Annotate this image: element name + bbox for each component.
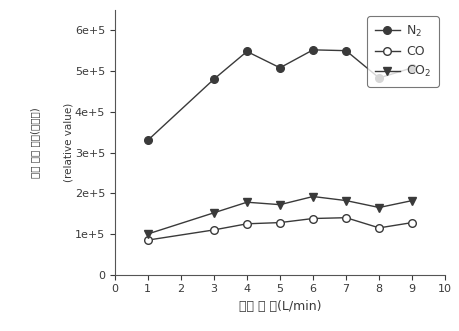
- N$_2$: [343, 49, 349, 53]
- CO: [343, 216, 349, 220]
- N$_2$: [376, 76, 382, 80]
- CO$_2$: [376, 206, 382, 210]
- CO$_2$: [409, 199, 415, 203]
- CO: [145, 238, 151, 242]
- Text: (relative value): (relative value): [63, 103, 73, 182]
- CO$_2$: [310, 195, 316, 199]
- CO: [211, 228, 217, 232]
- X-axis label: 기체 유 속(L/min): 기체 유 속(L/min): [239, 300, 321, 313]
- CO: [409, 220, 415, 224]
- N$_2$: [145, 138, 151, 142]
- Line: N$_2$: N$_2$: [144, 46, 416, 144]
- Legend: N$_2$, CO, CO$_2$: N$_2$, CO, CO$_2$: [368, 16, 439, 87]
- CO$_2$: [145, 232, 151, 236]
- CO$_2$: [244, 200, 250, 204]
- CO$_2$: [343, 199, 349, 203]
- CO$_2$: [211, 211, 217, 215]
- Text: 용존 기체 농도(상대값): 용존 기체 농도(상대값): [30, 107, 40, 178]
- CO: [244, 222, 250, 226]
- CO: [277, 220, 283, 224]
- N$_2$: [409, 66, 415, 70]
- N$_2$: [244, 50, 250, 54]
- CO: [310, 216, 316, 220]
- N$_2$: [310, 48, 316, 52]
- CO: [376, 226, 382, 230]
- Line: CO$_2$: CO$_2$: [144, 193, 416, 238]
- CO$_2$: [277, 203, 283, 207]
- N$_2$: [211, 77, 217, 81]
- N$_2$: [277, 66, 283, 70]
- Line: CO: CO: [144, 214, 416, 244]
